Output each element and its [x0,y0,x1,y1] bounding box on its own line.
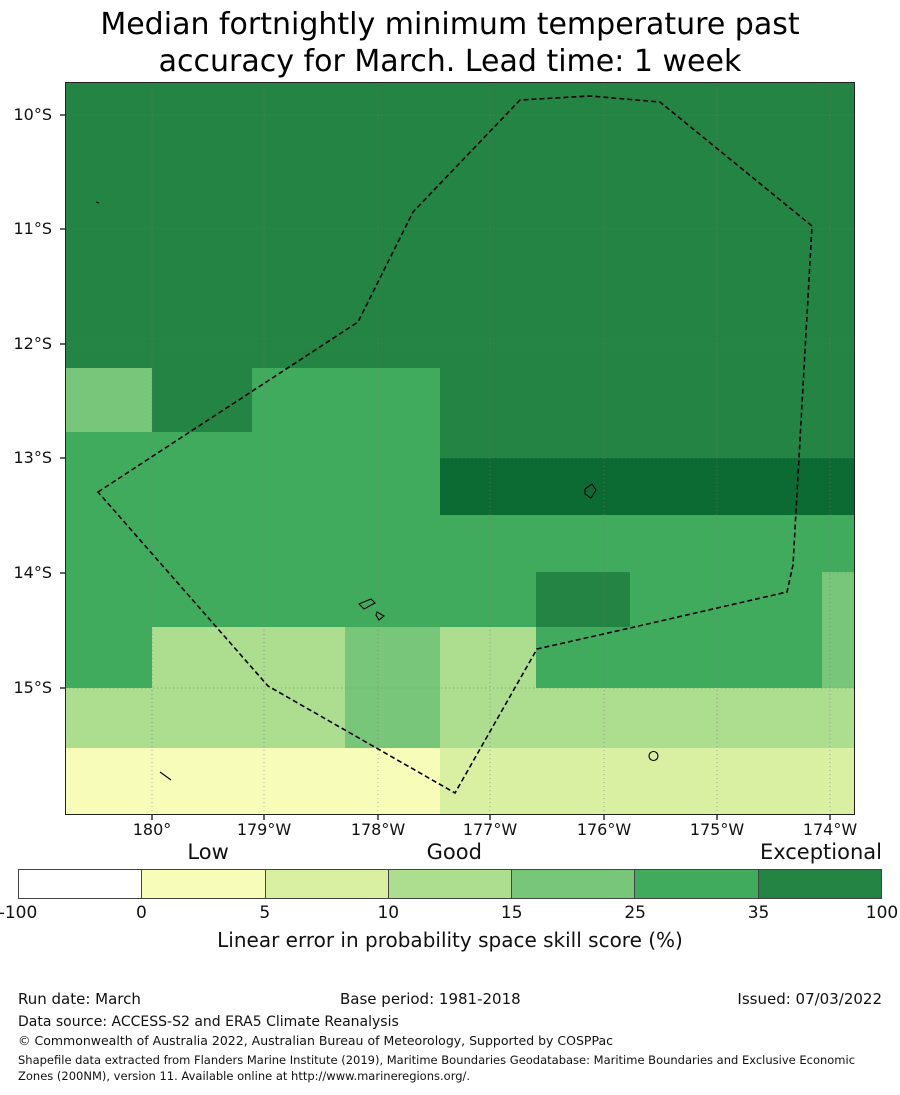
colorbar-segment [19,870,143,898]
heatmap-cell [440,627,536,688]
colorbar-segment [265,870,389,898]
x-tick-label: 178°W [350,820,406,839]
island-outline [358,598,376,610]
heatmap-cell [536,627,630,688]
longitude-axis: 180° 179°W 178°W 177°W 176°W 175°W 174°W [65,820,857,842]
y-tick-label: 11°S [13,219,52,238]
heatmap-cell [630,627,822,688]
heatmap-cell [65,748,440,815]
island-outlines [95,201,659,781]
heatmap-cell [345,688,440,748]
data-source-text: Data source: ACCESS-S2 and ERA5 Climate … [18,1014,399,1030]
title-line-2: accuracy for March. Lead time: 1 week [158,44,742,79]
colorbar-tick-label: 25 [624,903,646,923]
y-tick-label: 13°S [13,448,52,467]
colorbar-tick-labels: -100 0 5 10 15 25 35 100 [0,903,898,923]
run-date-text: Run date: March [18,990,141,1008]
colorbar-label-exceptional: Exceptional [759,840,882,864]
colorbar-label-good: Good [426,840,482,864]
copyright-text: © Commonwealth of Australia 2022, Austra… [18,1033,613,1048]
axis-tick-marks [60,114,831,820]
heatmap-cell [65,515,855,572]
heatmap-cell [440,432,855,458]
colorbar-segment [142,870,266,898]
x-tick-label: 177°W [462,820,518,839]
colorbar-tick-label: 0 [136,903,147,923]
colorbar-segment [635,870,759,898]
heatmap-cell [345,627,440,688]
x-tick-label: 176°W [576,820,632,839]
x-tick-label: 180° [132,820,172,839]
x-tick-label: 179°W [236,820,292,839]
heatmap-cell [152,368,252,432]
colorbar-tick-label: 5 [259,903,271,923]
latitude-axis: 10°S 11°S 12°S 13°S 14°S 15°S [0,82,58,815]
colorbar-segment [388,870,513,898]
heatmap-cell [65,82,855,368]
y-tick-label: 15°S [13,678,52,697]
colorbar-tick-label: 10 [377,903,400,923]
shapefile-note: Shapefile data extracted from Flanders M… [18,1053,856,1083]
issued-date-text: Issued: 07/03/2022 [737,990,882,1008]
page-title: Median fortnightly minimum temperature p… [0,6,900,80]
y-tick-label: 12°S [13,334,52,353]
heatmap-cell [65,627,152,688]
island-outline [648,750,659,762]
colorbar-segment [758,870,881,898]
y-tick-label: 10°S [13,105,52,124]
island-outline [95,201,100,204]
eez-boundary [96,95,813,795]
heatmap-cell [440,748,855,815]
x-tick-label: 175°W [689,820,745,839]
map-area [60,82,855,820]
colorbar-qualitative-labels: Low Good Exceptional [18,840,882,868]
map-frame [65,82,855,815]
heatmap-cell [822,627,855,688]
island-outline [375,611,385,621]
y-tick-label: 14°S [13,563,52,582]
heatmap-cell [152,627,345,688]
colorbar-tick-label: 35 [747,903,770,923]
heatmap-cell [440,368,855,432]
heatmap-cell [65,458,440,515]
map-canvas [60,82,855,820]
island-outline [159,771,172,781]
heatmap-cell [822,572,855,627]
x-tick-label: 174°W [802,820,858,839]
colorbar-tick-label: 15 [500,903,523,923]
heatmap-cell [440,458,855,515]
heatmap-cell [65,368,152,432]
base-period-text: Base period: 1981-2018 [340,990,521,1008]
heatmap-cell [536,572,630,627]
heatmap-cell [65,572,536,627]
title-line-1: Median fortnightly minimum temperature p… [100,7,800,42]
heatmap-cell [630,572,822,627]
colorbar-tick-label: 100 [865,903,899,923]
colorbar-caption: Linear error in probability space skill … [217,928,683,952]
colorbar [18,869,882,899]
heatmap-cell [65,688,345,748]
colorbar-label-low: Low [187,840,229,864]
colorbar-tick-label: -100 [0,903,38,923]
colorbar-segment [512,870,636,898]
heatmap-cells [65,82,855,815]
heatmap-cell [65,432,440,458]
island-outline [584,483,597,499]
heatmap-cell [252,368,440,432]
heatmap-cell [440,688,855,748]
